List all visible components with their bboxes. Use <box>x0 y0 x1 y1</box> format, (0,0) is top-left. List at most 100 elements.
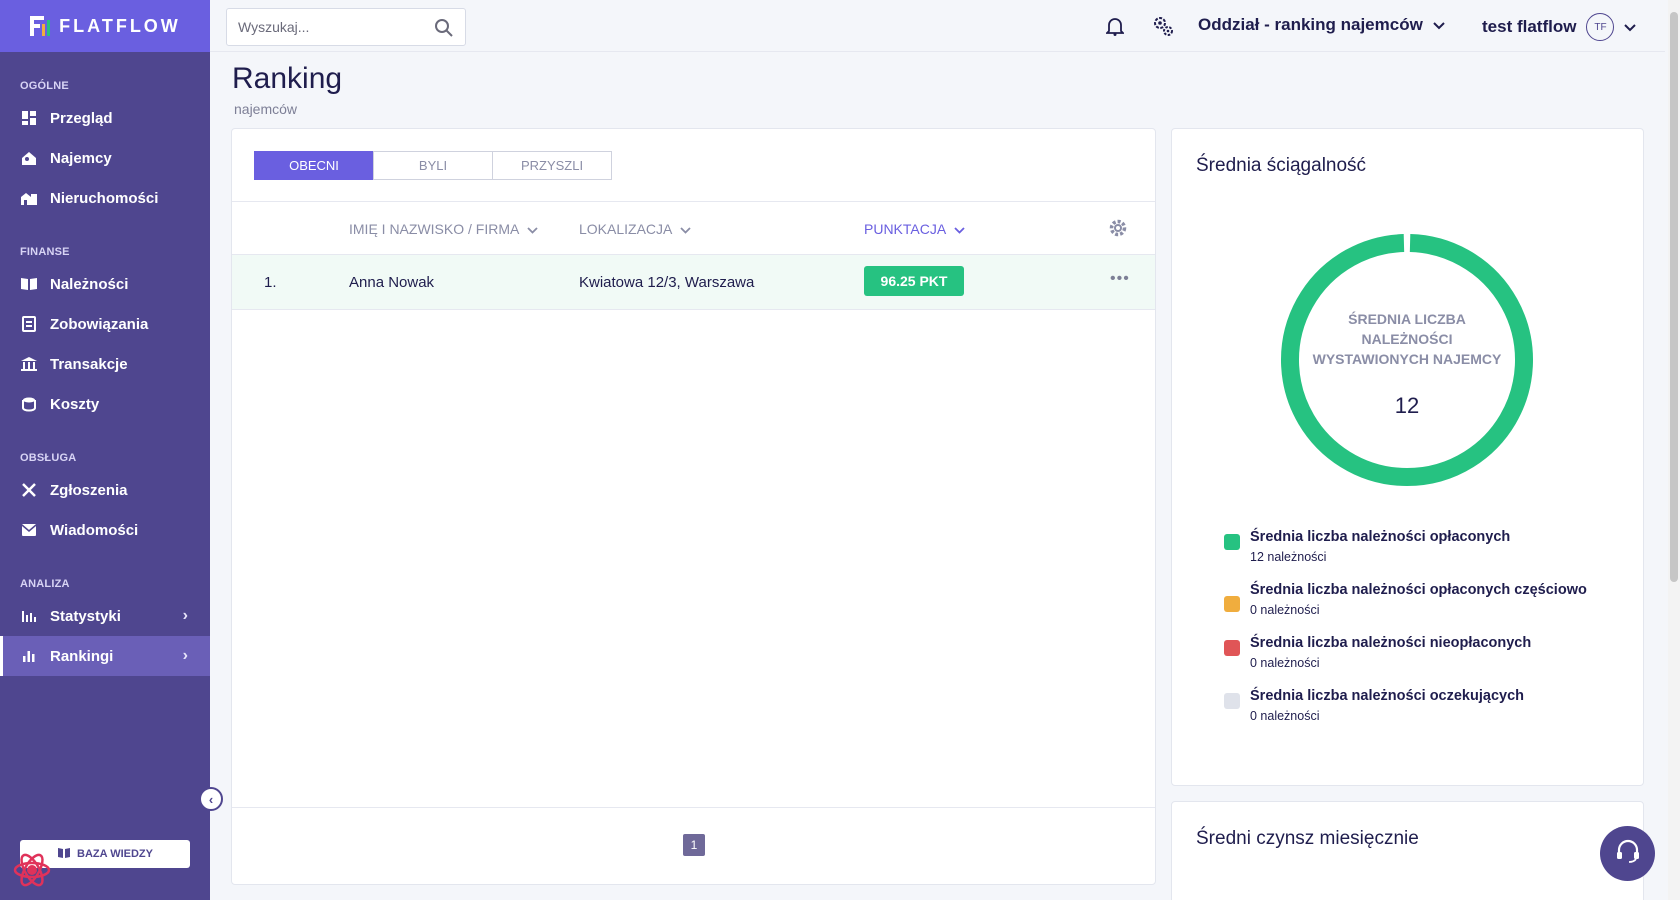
chevron-right-icon: › <box>182 607 188 624</box>
column-header-name[interactable]: IMIĘ I NAZWISKO / FIRMA <box>349 221 538 237</box>
chevron-down-icon <box>1624 17 1637 37</box>
book-open-icon <box>57 847 71 862</box>
chevron-down-icon <box>1433 15 1445 35</box>
sidebar-item-tickets[interactable]: Zgłoszenia <box>0 470 210 510</box>
support-chat-button[interactable] <box>1600 826 1655 881</box>
legend-swatch <box>1224 693 1240 709</box>
buildings-icon <box>20 189 38 207</box>
page-number-button[interactable]: 1 <box>683 834 705 856</box>
ranking-table-card: OBECNI BYLI PRZYSZLI IMIĘ I NAZWISKO / F… <box>231 128 1156 885</box>
donut-slice-0[interactable] <box>1281 234 1533 486</box>
legend-title: Średnia liczba należności opłaconych czę… <box>1250 582 1587 598</box>
brand[interactable]: FLATFLOW <box>0 0 210 52</box>
scrollbar-thumb[interactable] <box>1670 12 1678 582</box>
chevron-left-icon: ‹ <box>208 791 214 807</box>
sidebar-item-label: Przegląd <box>50 109 113 127</box>
table-row[interactable]: 1. Anna Nowak Kwiatowa 12/3, Warszawa 96… <box>232 255 1155 310</box>
legend-title: Średnia liczba należności nieopłaconych <box>1250 635 1532 651</box>
page-subtitle: najemców <box>234 101 298 117</box>
legend-item-partially-paid: Średnia liczba należności opłaconych czę… <box>1222 582 1622 617</box>
donut-center-value: 12 <box>1394 393 1420 418</box>
collection-legend: Średnia liczba należności opłaconych 12 … <box>1222 529 1622 741</box>
user-name: test flatflow <box>1482 17 1577 36</box>
chevron-down-icon <box>527 221 538 237</box>
chevron-down-icon <box>954 221 965 237</box>
knowledge-base-button[interactable]: BAZA WIEDZY <box>20 840 190 868</box>
user-menu[interactable]: test flatflow TF <box>1482 13 1637 41</box>
legend-swatch <box>1224 534 1240 550</box>
nav-section-finance: FINANSE <box>20 246 70 258</box>
page-scrollbar[interactable] <box>1668 0 1680 900</box>
legend-item-unpaid: Średnia liczba należności nieopłaconych … <box>1222 635 1622 670</box>
search-box[interactable] <box>226 8 466 46</box>
sidebar-item-label: Nieruchomości <box>50 189 159 207</box>
sidebar-item-properties[interactable]: Nieruchomości <box>0 178 210 218</box>
tab-future[interactable]: PRZYSZLI <box>492 151 612 180</box>
sidebar-item-rankings[interactable]: Rankingi › <box>0 636 210 676</box>
tab-former[interactable]: BYLI <box>373 151 493 180</box>
table-settings-gear-icon[interactable] <box>1108 218 1128 243</box>
location-cell: Kwiatowa 12/3, Warszawa <box>579 274 755 291</box>
sidebar-item-transactions[interactable]: Transakcje <box>0 344 210 384</box>
invoice-icon <box>20 315 38 333</box>
average-rent-title: Średni czynsz miesięcznie <box>1196 828 1419 849</box>
tenant-name-cell[interactable]: Anna Nowak <box>349 274 435 291</box>
nav-section-analysis: ANALIZA <box>20 578 70 590</box>
column-label: PUNKTACJA <box>864 221 947 237</box>
pagination: 1 <box>232 807 1155 884</box>
collapse-sidebar-button[interactable]: ‹ <box>199 787 223 811</box>
sidebar-item-label: Wiadomości <box>50 521 139 539</box>
sidebar-item-messages[interactable]: Wiadomości <box>0 510 210 550</box>
book-icon <box>20 275 38 293</box>
sidebar-item-label: Rankingi <box>50 647 114 665</box>
search-icon[interactable] <box>434 18 454 43</box>
tab-current[interactable]: OBECNI <box>254 151 374 180</box>
sidebar-item-label: Koszty <box>50 395 100 413</box>
branch-name: Oddział - ranking najemców <box>1198 15 1423 34</box>
sidebar-item-costs[interactable]: Koszty <box>0 384 210 424</box>
avatar: TF <box>1586 13 1615 41</box>
collection-rate-card: Średnia ściągalność ŚREDNIA LICZBA NALEŻ… <box>1171 128 1644 786</box>
legend-swatch <box>1224 640 1240 656</box>
sidebar-item-tenants[interactable]: Najemcy <box>0 138 210 178</box>
sidebar-item-label: Statystyki <box>50 607 121 625</box>
average-rent-card: Średni czynsz miesięcznie <box>1171 801 1644 900</box>
sidebar: FLATFLOW OGÓLNE Przegląd Najemcy Nieruch… <box>0 0 223 900</box>
topbar: Oddział - ranking najemców test flatflow… <box>210 0 1665 52</box>
legend-value: 0 należności <box>1250 656 1320 670</box>
chevron-right-icon: › <box>182 647 188 664</box>
row-more-options-icon[interactable]: ••• <box>1110 270 1130 287</box>
dashboard-icon <box>20 109 38 127</box>
nav-section-general: OGÓLNE <box>20 80 69 92</box>
column-header-location[interactable]: LOKALIZACJA <box>579 221 692 237</box>
bank-icon <box>20 355 38 373</box>
brand-name: FLATFLOW <box>59 15 181 36</box>
legend-title: Średnia liczba należności opłaconych <box>1250 529 1511 545</box>
sidebar-item-statistics[interactable]: Statystyki › <box>0 596 210 636</box>
settings-gears-icon[interactable] <box>1152 15 1174 42</box>
legend-value: 0 należności <box>1250 603 1320 617</box>
mail-icon <box>20 521 38 539</box>
page-title: Ranking <box>232 62 343 95</box>
search-input[interactable] <box>227 9 417 45</box>
sidebar-item-label: Najemcy <box>50 149 112 167</box>
donut-center-label: ŚREDNIA LICZBA NALEŻNOŚCI WYSTAWIONYCH N… <box>1312 311 1502 367</box>
sidebar-item-label: Zgłoszenia <box>50 481 128 499</box>
legend-value: 0 należności <box>1250 709 1320 723</box>
score-badge: 96.25 PKT <box>864 266 964 296</box>
flatflow-logo-icon <box>29 15 51 37</box>
sidebar-item-overview[interactable]: Przegląd <box>0 98 210 138</box>
react-devtools-icon[interactable] <box>12 850 52 890</box>
notifications-bell-icon[interactable] <box>1104 16 1126 41</box>
nav-section-service: OBSŁUGA <box>20 452 77 464</box>
branch-selector[interactable]: Oddział - ranking najemców <box>1198 15 1445 35</box>
legend-swatch <box>1224 596 1240 612</box>
column-header-score[interactable]: PUNKTACJA <box>864 221 965 237</box>
tools-icon <box>20 481 38 499</box>
legend-value: 12 należności <box>1250 550 1327 564</box>
table-header: IMIĘ I NAZWISKO / FIRMA LOKALIZACJA PUNK… <box>232 201 1155 255</box>
legend-title: Średnia liczba należności oczekujących <box>1250 688 1524 704</box>
sidebar-item-liabilities[interactable]: Zobowiązania <box>0 304 210 344</box>
sidebar-item-receivables[interactable]: Należności <box>0 264 210 304</box>
legend-item-pending: Średnia liczba należności oczekujących 0… <box>1222 688 1622 723</box>
